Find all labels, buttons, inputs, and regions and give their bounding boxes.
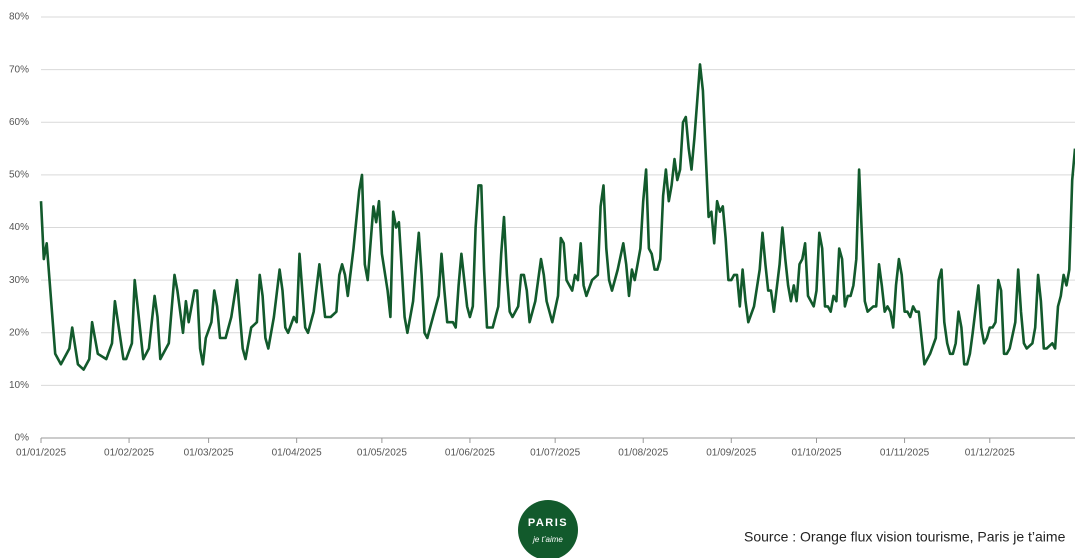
logo-title: PARIS <box>528 517 568 529</box>
y-tick-label: 50% <box>9 170 29 181</box>
x-tick-label: 01/10/2025 <box>791 448 841 459</box>
y-tick-label: 20% <box>9 327 29 338</box>
source-note: Source : Orange flux vision tourisme, Pa… <box>744 529 1066 545</box>
y-tick-label: 60% <box>9 117 29 128</box>
x-tick-label: 01/01/2025 <box>16 448 66 459</box>
x-tick-label: 01/02/2025 <box>104 448 154 459</box>
logo: PARIS je t’aime <box>518 500 578 558</box>
logo-subtitle: je t’aime <box>532 535 563 544</box>
x-tick-label: 01/07/2025 <box>530 448 580 459</box>
y-tick-label: 40% <box>9 222 29 233</box>
y-tick-label: 10% <box>9 380 29 391</box>
x-tick-label: 01/05/2025 <box>357 448 407 459</box>
y-tick-label: 70% <box>9 64 29 75</box>
logo-badge <box>518 500 578 558</box>
y-tick-label: 80% <box>9 12 29 23</box>
data-line <box>39 63 1075 371</box>
x-tick-label: 01/04/2025 <box>272 448 322 459</box>
y-tick-label: 0% <box>15 433 30 444</box>
x-tick-label: 01/11/2025 <box>880 448 930 459</box>
y-tick-label: 30% <box>9 275 29 286</box>
x-tick-label: 01/09/2025 <box>706 448 756 459</box>
x-tick-label: 01/08/2025 <box>618 448 668 459</box>
x-tick-label: 01/06/2025 <box>445 448 495 459</box>
x-tick-label: 01/03/2025 <box>184 448 234 459</box>
x-tick-label: 01/12/2025 <box>965 448 1015 459</box>
